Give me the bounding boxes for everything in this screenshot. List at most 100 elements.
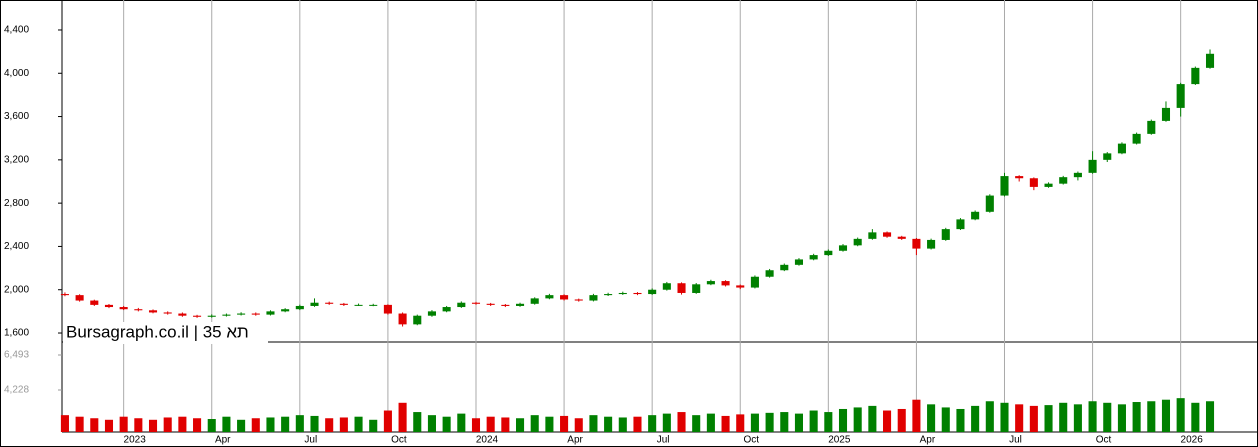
x-tick-label: Oct (391, 435, 407, 446)
candle-body (721, 281, 730, 286)
x-tick-label: Oct (743, 435, 759, 446)
volume-bar (457, 413, 466, 432)
candle-body (310, 302, 319, 306)
candle-body (281, 309, 290, 312)
volume-bar (148, 419, 158, 432)
volume-bar (413, 412, 422, 432)
candle-body (413, 315, 422, 325)
candle-body (530, 298, 539, 304)
candle-body (193, 315, 202, 317)
candle-body (633, 292, 642, 295)
candle-body (589, 295, 598, 301)
volume-bar (824, 412, 833, 432)
candle-body (163, 312, 172, 314)
volume-bar (325, 418, 334, 432)
volume-bar (60, 415, 69, 432)
candle-body (604, 294, 613, 296)
candle-body (383, 304, 392, 314)
y-tick-label: 2,400 (4, 241, 29, 252)
candle-body (1059, 177, 1068, 184)
candle-body (1015, 176, 1024, 179)
volume-bar (237, 419, 246, 432)
volume-bar (883, 410, 892, 432)
candle-body (1147, 120, 1156, 134)
volume-bar (1029, 405, 1038, 432)
candle-body (985, 195, 994, 212)
candle-body (398, 313, 407, 325)
candle-body (1205, 53, 1215, 68)
volume-bar (838, 408, 848, 432)
volume-bar (1117, 404, 1126, 432)
candle-body (736, 285, 745, 288)
candle-body (824, 250, 833, 256)
x-tick-label: Jul (1009, 435, 1022, 446)
volume-bar (765, 412, 774, 432)
y-tick-label: 2,800 (4, 198, 29, 209)
volume-bar (471, 418, 481, 432)
candle-body (1161, 107, 1171, 121)
volume-bar (193, 418, 202, 432)
volume-bar (1015, 404, 1024, 432)
candle-body (251, 313, 260, 315)
candle-body (1044, 183, 1053, 187)
candle-body (794, 259, 804, 265)
volume-bar (677, 412, 686, 432)
volume-bar (1000, 402, 1009, 432)
volume-bar (251, 418, 260, 432)
volume-bar (721, 415, 730, 432)
candle-body (1176, 84, 1185, 108)
volume-bar (1161, 399, 1171, 432)
volume-bar (530, 415, 539, 432)
volume-bar (750, 413, 759, 432)
volume-bar (560, 415, 569, 432)
volume-bar (1103, 402, 1112, 432)
volume-bar (281, 416, 290, 432)
candle-body (545, 295, 554, 299)
x-tick-label: 2023 (124, 435, 147, 446)
candle-body (838, 245, 848, 251)
volume-bar (868, 405, 877, 432)
candle-body (237, 313, 246, 315)
y-tick-label: 1,600 (4, 328, 29, 339)
candle-body (442, 307, 451, 312)
candle-body (912, 238, 921, 249)
volume-bar (971, 405, 980, 432)
volume-bar (104, 419, 114, 432)
volume-bar (1191, 402, 1200, 432)
candle-body (868, 232, 877, 239)
candle-body (369, 304, 378, 306)
watermark: Bursagraph.co.il | תא 35 (66, 322, 249, 341)
candle-body (883, 232, 892, 237)
volume-bar (1044, 405, 1053, 432)
candle-body (853, 238, 862, 246)
x-tick-label: 2025 (828, 435, 851, 446)
x-tick-label: Oct (1096, 435, 1112, 446)
y-tick-label: 2,000 (4, 284, 29, 295)
volume-bar (354, 416, 363, 432)
candle-body (222, 314, 231, 316)
y-tick-label: 3,600 (4, 111, 29, 122)
volume-bar (369, 419, 378, 432)
candle-body (354, 304, 363, 306)
volume-bar (1132, 402, 1141, 432)
volume-bar (1073, 404, 1082, 432)
volume-bar (1176, 398, 1185, 432)
volume-bar (1205, 401, 1215, 432)
candle-body (706, 281, 715, 285)
volume-bar (736, 414, 745, 432)
candle-body (339, 303, 348, 305)
watermark-bg (63, 322, 268, 344)
volume-bar (809, 410, 818, 432)
volume-bar (222, 416, 231, 432)
x-tick-label: Apr (215, 435, 231, 446)
volume-bar (163, 417, 172, 432)
y-tick-label: 4,400 (4, 25, 29, 36)
candle-body (1073, 172, 1082, 178)
x-tick-label: Apr (567, 435, 583, 446)
volume-bar (574, 418, 583, 432)
volume-bar (618, 417, 627, 432)
volume-bar (780, 412, 789, 432)
candle-body (648, 289, 657, 295)
